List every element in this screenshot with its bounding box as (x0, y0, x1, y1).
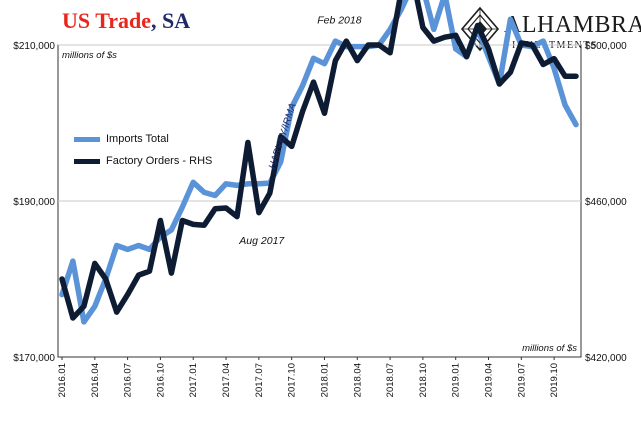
x-tick-label: 2017.04 (221, 363, 232, 397)
right-tick-label: $420,000 (585, 353, 627, 364)
legend-label-imports: Imports Total (106, 133, 169, 145)
brand-name: ALHAMBRA (504, 12, 641, 38)
x-tick-label: 2018.04 (352, 363, 363, 397)
left-tick-label: $210,000 (13, 41, 55, 52)
x-tick-label: 2016.04 (90, 363, 101, 397)
left-tick-label: $190,000 (13, 197, 55, 208)
legend-item-orders: Factory Orders - RHS (74, 150, 212, 172)
left-axis-label: millions of $s (62, 50, 117, 61)
x-tick-label: 2018.10 (418, 363, 429, 397)
legend-item-imports: Imports Total (74, 128, 212, 150)
title-suffix: , SA (151, 8, 191, 33)
legend-swatch-imports (74, 136, 100, 142)
x-tick-label: 2018.07 (385, 363, 396, 397)
x-tick-label: 2017.07 (254, 363, 265, 397)
annotation-aug-2017: Aug 2017 (238, 235, 285, 247)
x-tick-label: 2019.07 (516, 363, 527, 397)
right-tick-label: $500,000 (585, 41, 627, 52)
right-axis-label: millions of $s (522, 343, 577, 354)
legend-label-orders: Factory Orders - RHS (106, 155, 213, 167)
title-main: US Trade (62, 8, 152, 33)
x-tick-label: 2017.10 (287, 363, 298, 397)
left-tick-label: $170,000 (13, 353, 55, 364)
legend: Imports Total Factory Orders - RHS (74, 128, 212, 172)
x-tick-label: 2019.04 (484, 363, 495, 397)
annotation-feb-2018: Feb 2018 (317, 15, 362, 27)
x-tick-label: 2016.10 (155, 363, 166, 397)
x-tick-label: 2017.01 (188, 363, 199, 397)
x-tick-label: 2016.07 (123, 363, 134, 397)
chart-title: US Trade, SA (62, 8, 190, 34)
legend-swatch-orders (74, 158, 100, 164)
x-tick-label: 2019.01 (451, 363, 462, 397)
x-tick-label: 2019.10 (549, 363, 560, 397)
x-tick-label: 2016.01 (57, 363, 68, 397)
series-line-factory-orders (59, 0, 579, 321)
right-tick-label: $460,000 (585, 197, 627, 208)
x-tick-label: 2018.01 (319, 363, 330, 397)
